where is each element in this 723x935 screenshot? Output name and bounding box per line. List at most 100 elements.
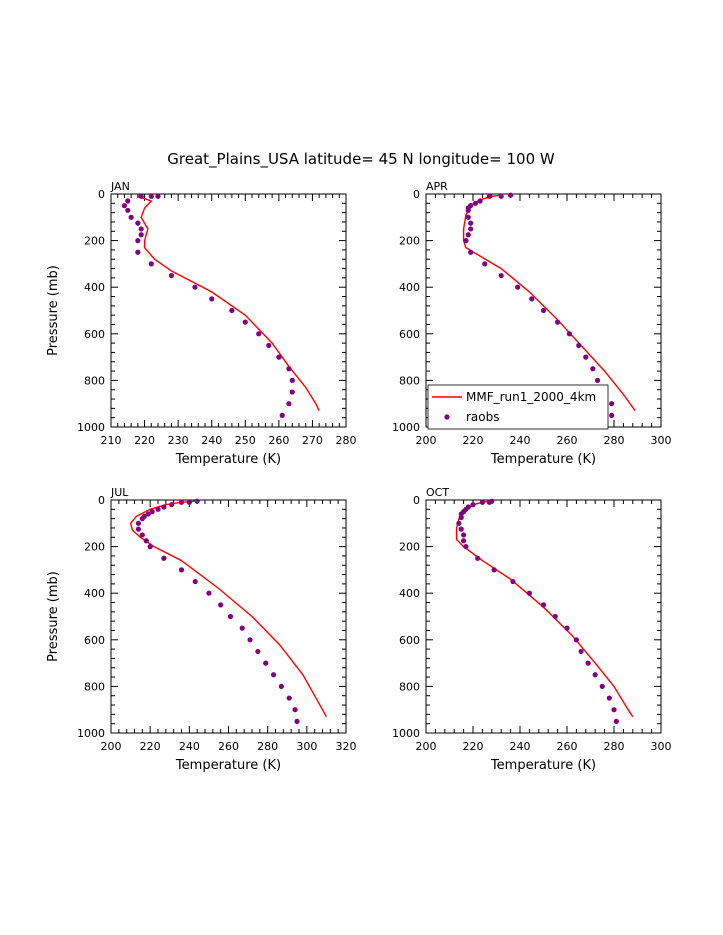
- raobs-point: [463, 238, 469, 244]
- raobs-point: [186, 499, 192, 505]
- raobs-point: [594, 377, 601, 383]
- raobs-point: [458, 526, 464, 532]
- raobs-point: [135, 220, 141, 226]
- raobs-point: [456, 520, 462, 526]
- y-tick-label: 1000: [392, 421, 420, 434]
- x-tick-label: 280: [336, 434, 357, 447]
- raobs-point: [585, 660, 591, 666]
- x-axis-label: Temperature (K): [490, 758, 596, 773]
- x-tick-label: 300: [651, 434, 672, 447]
- raobs-point: [247, 637, 253, 643]
- raobs-point: [279, 412, 285, 418]
- legend-box: [427, 384, 609, 430]
- x-tick-label: 230: [168, 434, 189, 447]
- y-tick-label: 0: [98, 494, 105, 507]
- raobs-point: [475, 555, 481, 561]
- x-tick-label: 200: [416, 740, 437, 753]
- raobs-point: [515, 284, 521, 290]
- y-tick-label: 600: [84, 634, 105, 647]
- legend-model-label: MMF_run1_2000_4km: [466, 390, 596, 404]
- y-tick-label: 800: [399, 680, 420, 693]
- y-tick-label: 400: [399, 587, 420, 600]
- panel-label: JUL: [110, 486, 129, 499]
- x-tick-label: 220: [463, 740, 484, 753]
- raobs-point: [486, 193, 493, 199]
- raobs-point: [292, 707, 298, 713]
- raobs-point: [161, 555, 167, 561]
- raobs-point: [540, 602, 547, 608]
- series-raobs: [456, 498, 619, 724]
- raobs-point: [609, 412, 615, 418]
- x-tick-label: 320: [336, 740, 357, 753]
- y-tick-label: 200: [399, 541, 420, 554]
- raobs-point: [576, 342, 582, 349]
- x-tick-label: 300: [296, 740, 317, 753]
- y-tick-label: 1000: [392, 727, 420, 740]
- y-tick-label: 600: [399, 328, 420, 341]
- y-tick-label: 0: [413, 188, 420, 201]
- raobs-point: [168, 272, 175, 279]
- y-tick-label: 0: [413, 494, 420, 507]
- raobs-point: [209, 296, 215, 302]
- raobs-point: [218, 602, 224, 608]
- legend-raobs-swatch: [444, 414, 450, 420]
- raobs-point: [482, 261, 488, 267]
- raobs-point: [564, 625, 570, 631]
- raobs-point: [468, 226, 474, 232]
- x-tick-label: 260: [218, 740, 239, 753]
- raobs-point: [491, 567, 497, 573]
- y-tick-label: 400: [399, 281, 420, 294]
- raobs-point: [276, 354, 282, 360]
- raobs-point: [192, 284, 198, 290]
- raobs-point: [472, 200, 478, 206]
- raobs-point: [121, 203, 128, 209]
- raobs-point: [529, 296, 535, 302]
- x-tick-label: 200: [101, 740, 122, 753]
- raobs-point: [613, 718, 619, 724]
- raobs-point: [552, 613, 558, 620]
- y-tick-label: 200: [84, 235, 105, 248]
- panel-label: APR: [426, 180, 448, 193]
- raobs-point: [510, 578, 516, 585]
- figure-title: Great_Plains_USA latitude= 45 N longitud…: [167, 150, 555, 169]
- raobs-point: [227, 613, 234, 620]
- raobs-point: [458, 514, 464, 521]
- raobs-point: [566, 331, 572, 337]
- series-raobs: [121, 193, 295, 418]
- raobs-point: [486, 499, 493, 505]
- raobs-point: [555, 319, 561, 325]
- raobs-point: [498, 193, 504, 199]
- x-tick-label: 240: [179, 740, 200, 753]
- raobs-point: [526, 590, 533, 596]
- raobs-point: [461, 532, 467, 538]
- x-tick-label: 220: [134, 434, 155, 447]
- raobs-point: [278, 683, 284, 690]
- raobs-point: [461, 538, 467, 544]
- x-tick-label: 240: [510, 434, 531, 447]
- x-tick-label: 210: [101, 434, 122, 447]
- raobs-point: [611, 707, 617, 713]
- raobs-point: [135, 520, 142, 526]
- raobs-point: [229, 307, 235, 314]
- panels: 210 220 230 240 250 260 270 280 0 200 400 600 800 100…: [46, 180, 672, 773]
- raobs-point: [139, 516, 145, 522]
- raobs-point: [242, 319, 248, 325]
- raobs-point: [477, 198, 483, 204]
- raobs-point: [155, 193, 161, 199]
- y-tick-label: 1000: [77, 727, 105, 740]
- x-tick-label: 260: [557, 740, 578, 753]
- raobs-point: [465, 207, 471, 213]
- x-axis-label: Temperature (K): [175, 758, 281, 773]
- raobs-point: [294, 718, 300, 724]
- raobs-point: [178, 499, 185, 505]
- plot-frame: [110, 193, 347, 428]
- raobs-point: [266, 342, 272, 349]
- series-line-model: [137, 195, 320, 411]
- raobs-point: [289, 377, 295, 383]
- raobs-point: [135, 249, 141, 255]
- raobs-point: [468, 220, 474, 226]
- raobs-point: [149, 509, 155, 515]
- raobs-point: [135, 526, 142, 532]
- raobs-point: [147, 544, 153, 550]
- series-line-model: [129, 500, 328, 718]
